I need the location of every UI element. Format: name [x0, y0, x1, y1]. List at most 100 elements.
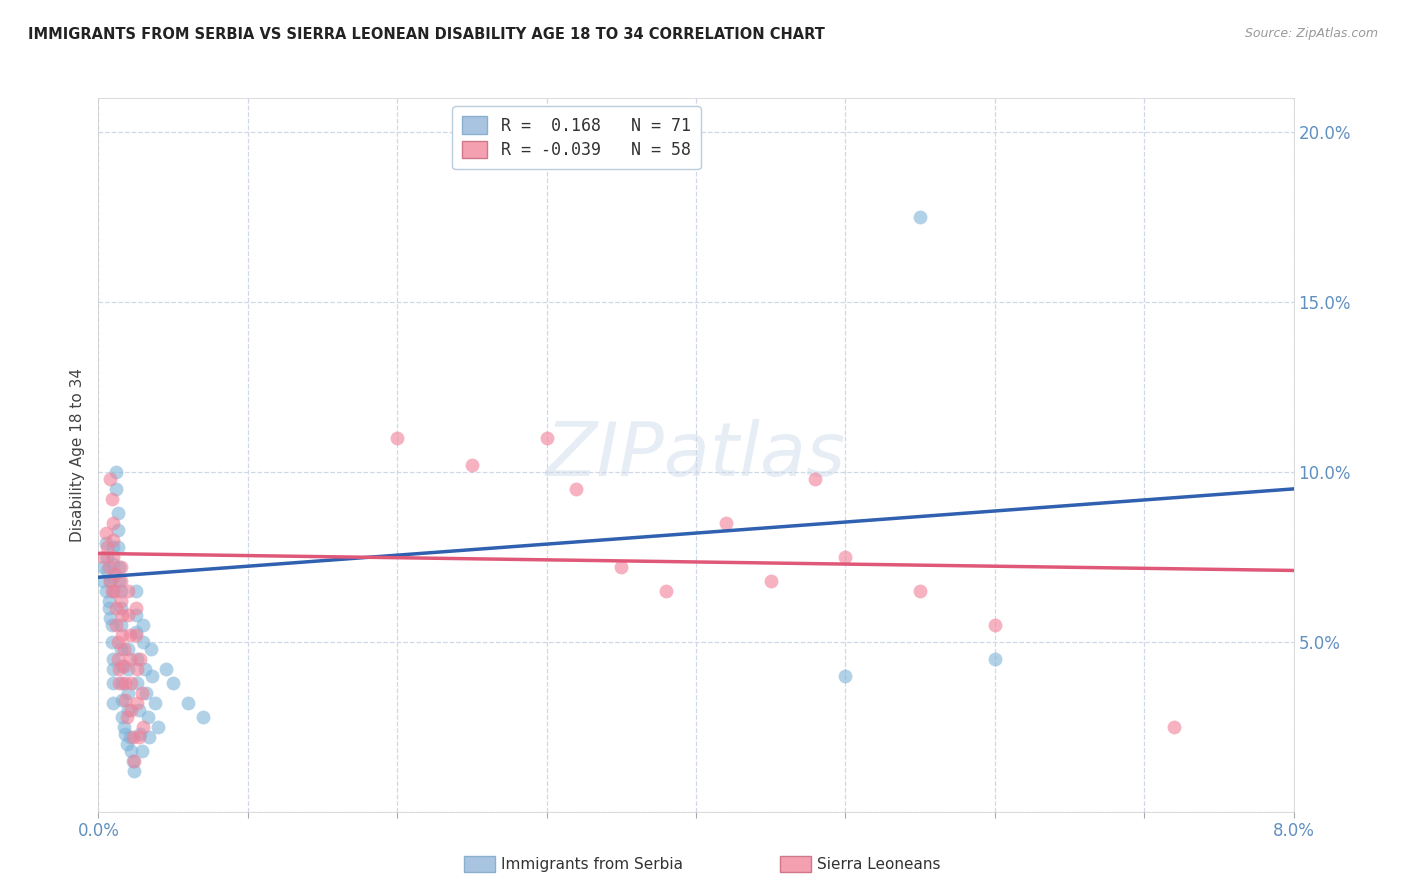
Point — [127, 662, 149, 676]
Point — [162, 675, 184, 690]
Point — [134, 662, 156, 676]
Point — [124, 754, 146, 768]
Point — [121, 754, 143, 768]
Point — [97, 600, 120, 615]
Point — [104, 566, 127, 581]
Point — [107, 652, 129, 666]
Point — [136, 709, 159, 723]
Point — [125, 628, 148, 642]
Point — [129, 652, 152, 666]
Point — [125, 624, 148, 639]
Point — [118, 730, 141, 744]
Point — [108, 662, 131, 676]
Point — [114, 726, 136, 740]
Point — [138, 730, 160, 744]
Point — [103, 540, 125, 554]
Point — [536, 431, 558, 445]
Point — [120, 675, 142, 690]
Point — [111, 709, 134, 723]
Point — [103, 570, 125, 584]
Point — [655, 583, 678, 598]
Point — [177, 696, 200, 710]
Text: IMMIGRANTS FROM SERBIA VS SIERRA LEONEAN DISABILITY AGE 18 TO 34 CORRELATION CHA: IMMIGRANTS FROM SERBIA VS SIERRA LEONEAN… — [28, 27, 825, 42]
Point — [94, 536, 117, 550]
Point — [111, 628, 134, 642]
Point — [108, 560, 131, 574]
Point — [107, 635, 129, 649]
Point — [908, 210, 931, 224]
Point — [714, 516, 737, 530]
Point — [118, 628, 141, 642]
Point — [117, 686, 139, 700]
Point — [107, 523, 129, 537]
Point — [117, 641, 139, 656]
Point — [804, 472, 827, 486]
Point — [107, 540, 129, 554]
Point — [97, 560, 120, 574]
Point — [103, 652, 125, 666]
Point — [129, 726, 152, 740]
Point — [124, 764, 146, 778]
Point — [565, 482, 588, 496]
Point — [118, 652, 141, 666]
Legend: R =  0.168   N = 71, R = -0.039   N = 58: R = 0.168 N = 71, R = -0.039 N = 58 — [453, 106, 700, 169]
Point — [125, 583, 148, 598]
Point — [110, 583, 132, 598]
Point — [128, 703, 150, 717]
Point — [103, 662, 125, 676]
Point — [103, 549, 125, 564]
Point — [101, 492, 124, 507]
Point — [98, 574, 122, 588]
Point — [105, 617, 128, 632]
Point — [834, 669, 856, 683]
Point — [132, 617, 155, 632]
Point — [108, 675, 131, 690]
Point — [117, 703, 139, 717]
Point — [98, 611, 122, 625]
Point — [111, 692, 134, 706]
Point — [110, 560, 132, 574]
Point — [131, 743, 153, 757]
Point — [127, 652, 149, 666]
Point — [112, 658, 135, 673]
Point — [105, 465, 128, 479]
Point — [759, 574, 782, 588]
Point — [135, 686, 157, 700]
Point — [127, 696, 149, 710]
Point — [983, 652, 1005, 666]
Point — [108, 574, 131, 588]
Point — [110, 641, 132, 656]
Y-axis label: Disability Age 18 to 34: Disability Age 18 to 34 — [70, 368, 86, 542]
Point — [1163, 720, 1185, 734]
Point — [143, 696, 166, 710]
Text: Sierra Leoneans: Sierra Leoneans — [817, 857, 941, 871]
Point — [115, 709, 138, 723]
Point — [104, 583, 127, 598]
Point — [101, 635, 124, 649]
Point — [114, 692, 136, 706]
Point — [94, 583, 117, 598]
Point — [120, 703, 142, 717]
Point — [103, 557, 125, 571]
Point — [110, 617, 132, 632]
Point — [110, 600, 132, 615]
Point — [91, 549, 114, 564]
Point — [103, 533, 125, 547]
Point — [610, 560, 633, 574]
Point — [105, 600, 128, 615]
Point — [120, 743, 142, 757]
Point — [96, 540, 118, 554]
Point — [125, 607, 148, 622]
Point — [155, 662, 177, 676]
Point — [101, 583, 124, 598]
Point — [112, 641, 135, 656]
Point — [96, 564, 118, 578]
Point — [117, 662, 139, 676]
Point — [125, 600, 148, 615]
Point — [101, 617, 124, 632]
Point — [111, 607, 134, 622]
Point — [141, 669, 163, 683]
Point — [97, 594, 120, 608]
Text: Source: ZipAtlas.com: Source: ZipAtlas.com — [1244, 27, 1378, 40]
Point — [110, 594, 132, 608]
